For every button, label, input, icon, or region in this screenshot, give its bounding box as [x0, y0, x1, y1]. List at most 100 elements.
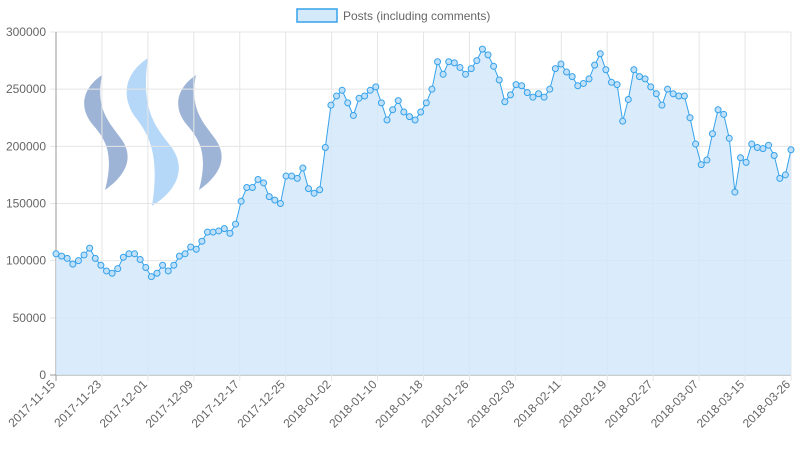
data-point[interactable] — [97, 261, 105, 269]
data-point[interactable] — [658, 101, 666, 109]
data-point[interactable] — [175, 252, 183, 260]
data-point[interactable] — [725, 134, 733, 142]
data-point[interactable] — [400, 108, 408, 116]
data-point[interactable] — [737, 154, 744, 162]
data-point[interactable] — [557, 60, 565, 68]
data-point[interactable] — [237, 197, 245, 205]
data-point[interactable] — [103, 267, 110, 275]
data-point[interactable] — [170, 261, 178, 269]
data-point[interactable] — [338, 86, 346, 94]
data-point[interactable] — [187, 243, 195, 251]
data-point[interactable] — [501, 98, 509, 106]
data-point[interactable] — [215, 227, 223, 235]
data-point[interactable] — [669, 90, 677, 98]
data-point[interactable] — [372, 83, 380, 91]
data-point[interactable] — [349, 111, 357, 119]
data-point[interactable] — [86, 244, 94, 252]
data-point[interactable] — [428, 85, 436, 93]
data-point[interactable] — [776, 174, 784, 182]
data-point[interactable] — [574, 82, 582, 90]
data-point[interactable] — [243, 183, 251, 191]
data-point[interactable] — [209, 228, 217, 236]
data-point[interactable] — [260, 179, 268, 187]
data-point[interactable] — [568, 73, 576, 81]
data-point[interactable] — [114, 265, 122, 273]
data-point[interactable] — [641, 75, 649, 83]
data-point[interactable] — [394, 97, 402, 105]
data-point[interactable] — [131, 250, 139, 258]
data-point[interactable] — [602, 66, 610, 74]
data-point[interactable] — [596, 50, 604, 58]
data-point[interactable] — [742, 158, 750, 166]
data-point[interactable] — [753, 143, 761, 151]
data-point[interactable] — [74, 257, 82, 265]
data-point[interactable] — [333, 92, 341, 100]
data-point[interactable] — [327, 101, 335, 109]
data-point[interactable] — [652, 90, 660, 98]
data-point[interactable] — [647, 83, 655, 91]
data-point[interactable] — [591, 61, 599, 69]
data-point[interactable] — [697, 161, 705, 169]
data-point[interactable] — [248, 183, 256, 191]
data-point[interactable] — [720, 110, 728, 118]
legend[interactable]: Posts (including comments) — [296, 8, 490, 23]
data-point[interactable] — [316, 186, 324, 194]
data-point[interactable] — [563, 68, 571, 76]
data-point[interactable] — [619, 117, 627, 125]
data-point[interactable] — [377, 99, 385, 107]
data-point[interactable] — [551, 65, 559, 73]
data-point[interactable] — [119, 253, 127, 261]
data-point[interactable] — [529, 93, 537, 101]
data-point[interactable] — [69, 260, 77, 268]
data-point[interactable] — [467, 65, 475, 73]
data-point[interactable] — [787, 146, 795, 154]
data-point[interactable] — [355, 94, 363, 102]
data-point[interactable] — [220, 225, 228, 233]
data-point[interactable] — [765, 141, 773, 149]
data-point[interactable] — [613, 81, 621, 89]
data-point[interactable] — [321, 143, 329, 151]
data-point[interactable] — [310, 189, 318, 197]
data-point[interactable] — [439, 70, 447, 78]
data-point[interactable] — [518, 82, 526, 90]
data-point[interactable] — [405, 113, 413, 121]
data-point[interactable] — [271, 196, 279, 204]
data-point[interactable] — [456, 63, 464, 71]
data-point[interactable] — [366, 86, 374, 94]
data-point[interactable] — [344, 99, 352, 107]
data-point[interactable] — [512, 81, 520, 89]
data-point[interactable] — [731, 188, 739, 196]
data-point[interactable] — [462, 70, 470, 78]
data-point[interactable] — [675, 92, 683, 100]
data-point[interactable] — [495, 76, 503, 84]
data-point[interactable] — [226, 229, 234, 237]
data-point[interactable] — [383, 116, 391, 124]
data-point[interactable] — [748, 140, 756, 148]
data-point[interactable] — [153, 269, 161, 277]
data-point[interactable] — [125, 250, 133, 258]
data-point[interactable] — [164, 267, 172, 275]
data-point[interactable] — [181, 250, 189, 258]
data-point[interactable] — [265, 193, 273, 201]
data-point[interactable] — [664, 85, 672, 93]
data-point[interactable] — [58, 252, 66, 260]
data-point[interactable] — [624, 95, 632, 103]
data-point[interactable] — [546, 85, 554, 93]
data-point[interactable] — [198, 237, 206, 245]
data-point[interactable] — [288, 172, 296, 180]
data-point[interactable] — [282, 172, 290, 180]
data-point[interactable] — [203, 228, 211, 236]
data-point[interactable] — [254, 175, 262, 183]
data-point[interactable] — [484, 51, 492, 59]
data-point[interactable] — [692, 140, 700, 148]
data-point[interactable] — [579, 79, 587, 87]
data-point[interactable] — [434, 58, 442, 66]
data-point[interactable] — [147, 273, 155, 281]
data-point[interactable] — [293, 174, 301, 182]
data-point[interactable] — [232, 220, 240, 228]
data-point[interactable] — [422, 99, 430, 107]
data-point[interactable] — [445, 58, 453, 66]
data-point[interactable] — [192, 245, 200, 253]
data-point[interactable] — [540, 93, 548, 101]
data-point[interactable] — [417, 108, 425, 116]
